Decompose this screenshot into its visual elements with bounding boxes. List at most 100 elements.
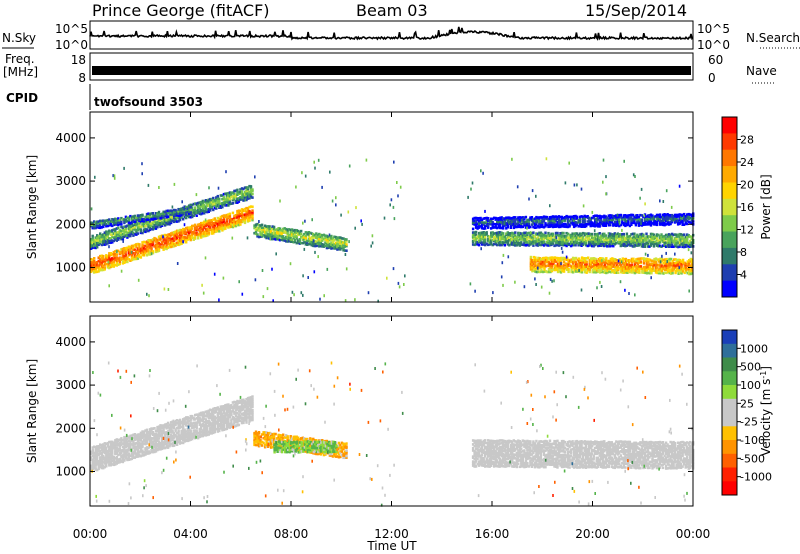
data-cell bbox=[130, 453, 134, 456]
data-cell bbox=[656, 271, 659, 275]
data-cell bbox=[500, 233, 503, 236]
data-cell bbox=[615, 259, 618, 262]
data-cell bbox=[584, 270, 587, 274]
data-cell bbox=[216, 216, 219, 220]
data-cell bbox=[245, 192, 248, 195]
data-cell bbox=[666, 235, 669, 238]
data-cell bbox=[274, 233, 277, 237]
data-cell bbox=[538, 231, 541, 235]
data-cell bbox=[557, 217, 561, 220]
data-cell bbox=[222, 196, 226, 199]
data-cell bbox=[560, 231, 564, 235]
data-cell bbox=[111, 224, 114, 228]
data-cell bbox=[157, 429, 161, 432]
data-cell bbox=[123, 257, 126, 260]
data-cell bbox=[216, 222, 219, 226]
data-cell bbox=[269, 237, 271, 241]
data-cell bbox=[171, 245, 174, 248]
data-cell bbox=[144, 441, 147, 444]
data-cell bbox=[571, 270, 575, 274]
data-cell bbox=[674, 252, 676, 256]
nave-label: Nave bbox=[746, 64, 777, 78]
data-cell bbox=[171, 233, 174, 236]
data-cell bbox=[265, 227, 268, 230]
data-cell bbox=[136, 250, 140, 254]
data-cell bbox=[112, 223, 115, 227]
data-cell bbox=[670, 232, 674, 236]
data-cell bbox=[546, 256, 549, 260]
data-cell bbox=[609, 220, 612, 224]
data-cell bbox=[136, 442, 140, 445]
data-cell bbox=[147, 225, 150, 229]
data-cell bbox=[655, 213, 659, 217]
data-cell bbox=[551, 215, 555, 218]
data-cell bbox=[595, 221, 598, 224]
data-cell bbox=[135, 245, 138, 249]
data-cell bbox=[209, 219, 212, 222]
data-cell bbox=[681, 221, 684, 224]
data-cell bbox=[203, 203, 206, 207]
data-cell bbox=[625, 238, 629, 241]
data-cell bbox=[657, 263, 661, 267]
data-cell bbox=[243, 207, 247, 211]
data-cell bbox=[108, 458, 111, 462]
data-cell bbox=[215, 197, 218, 201]
data-cell bbox=[215, 219, 218, 223]
data-cell bbox=[591, 265, 594, 268]
data-cell bbox=[556, 222, 559, 226]
data-cell bbox=[518, 216, 521, 219]
data-cell bbox=[547, 225, 550, 229]
data-cell bbox=[209, 207, 212, 210]
data-cell bbox=[496, 243, 499, 247]
data-cell bbox=[497, 237, 500, 241]
data-cell bbox=[666, 260, 668, 264]
data-cell bbox=[594, 220, 597, 224]
data-cell bbox=[271, 227, 274, 231]
data-cell bbox=[664, 233, 668, 237]
data-cell bbox=[613, 214, 616, 218]
data-cell bbox=[651, 235, 654, 239]
data-cell bbox=[687, 220, 690, 224]
data-cell bbox=[536, 242, 540, 245]
data-cell bbox=[625, 221, 629, 225]
data-cell bbox=[606, 220, 609, 224]
data-cell bbox=[568, 242, 571, 246]
data-cell bbox=[126, 444, 129, 448]
data-cell bbox=[183, 231, 186, 234]
data-cell bbox=[603, 244, 606, 248]
data-cell bbox=[245, 188, 248, 192]
data-cell bbox=[615, 222, 618, 226]
data-cell bbox=[204, 199, 207, 202]
data-cell bbox=[108, 447, 111, 450]
data-cell bbox=[612, 218, 615, 221]
data-cell bbox=[99, 226, 102, 230]
data-cell bbox=[633, 219, 636, 223]
data-cell bbox=[194, 223, 197, 227]
data-cell bbox=[663, 214, 666, 218]
data-cell bbox=[144, 247, 147, 251]
data-cell bbox=[142, 250, 146, 254]
data-cell bbox=[524, 241, 528, 244]
data-cell bbox=[150, 427, 153, 430]
data-cell bbox=[175, 210, 179, 213]
data-cell bbox=[234, 220, 238, 224]
data-cell bbox=[539, 216, 543, 219]
data-cell bbox=[621, 257, 624, 260]
data-cell bbox=[245, 196, 248, 199]
data-cell bbox=[124, 246, 128, 250]
data-cell bbox=[537, 258, 540, 262]
data-cell bbox=[568, 259, 572, 262]
data-cell bbox=[291, 238, 294, 241]
data-cell bbox=[686, 268, 689, 271]
data-cell bbox=[598, 223, 601, 226]
data-cell bbox=[654, 220, 657, 223]
data-cell bbox=[154, 439, 158, 443]
data-cell bbox=[594, 214, 597, 218]
data-cell bbox=[482, 231, 485, 234]
data-cell bbox=[548, 221, 552, 224]
data-cell bbox=[675, 241, 678, 244]
data-cell bbox=[93, 463, 96, 466]
data-cell bbox=[491, 225, 494, 228]
data-cell bbox=[624, 288, 626, 292]
data-cell bbox=[605, 271, 608, 275]
